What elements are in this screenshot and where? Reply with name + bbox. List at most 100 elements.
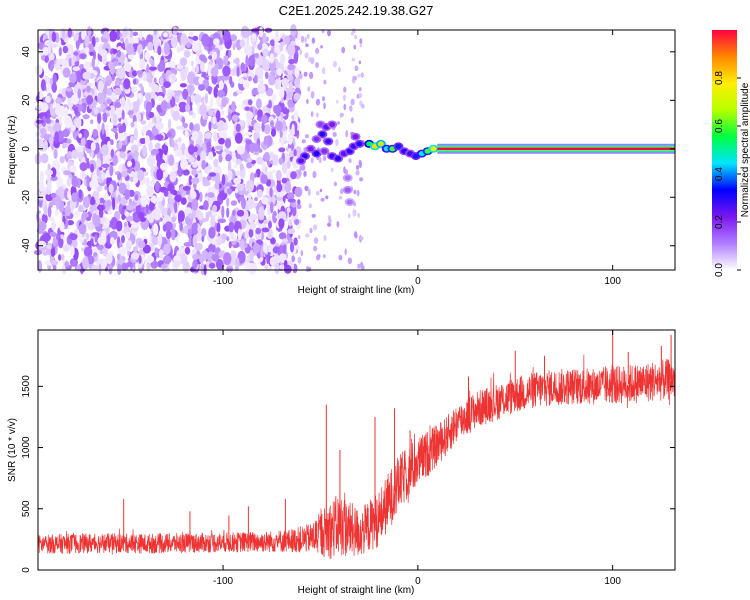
sparse-noise-cell xyxy=(322,254,326,259)
noise-cell xyxy=(108,183,114,194)
noise-cell xyxy=(235,123,241,133)
noise-cell xyxy=(51,260,59,266)
noise-cell xyxy=(253,243,261,254)
noise-cell xyxy=(289,241,295,253)
noise-cell xyxy=(50,61,54,72)
sparse-noise-cell xyxy=(333,181,338,187)
sparse-noise-cell xyxy=(345,129,349,138)
noise-cell xyxy=(97,80,104,93)
sparse-noise-cell xyxy=(357,212,360,218)
noise-cell xyxy=(245,111,254,121)
noise-cell xyxy=(230,200,238,206)
noise-cell xyxy=(236,145,245,155)
y-tick-label: 500 xyxy=(21,500,32,517)
noise-cell xyxy=(40,153,49,164)
noise-cell xyxy=(272,169,276,174)
noise-cell xyxy=(207,192,215,198)
noise-cell xyxy=(207,86,212,95)
noise-cell xyxy=(115,220,123,232)
sparse-noise-cell xyxy=(358,160,362,169)
noise-cell xyxy=(288,81,293,92)
noise-cell xyxy=(163,32,168,38)
noise-cell xyxy=(58,236,64,249)
noise-cell xyxy=(157,45,162,56)
noise-cell xyxy=(95,198,101,205)
noise-cell xyxy=(144,135,150,146)
sparse-noise-cell xyxy=(354,65,359,72)
sparse-noise-cell xyxy=(311,213,316,218)
noise-cell xyxy=(274,61,281,69)
sparse-noise-cell xyxy=(350,117,354,124)
sparse-noise-cell xyxy=(360,72,364,78)
noise-cell xyxy=(61,28,66,41)
noise-cell xyxy=(282,162,288,174)
noise-cell xyxy=(256,189,263,198)
sparse-noise-cell xyxy=(318,156,322,164)
noise-cell xyxy=(87,26,92,36)
noise-cell xyxy=(90,196,95,205)
noise-cell xyxy=(83,128,88,140)
colorbar-tick: 0.8 xyxy=(714,71,741,85)
noise-cell xyxy=(284,152,289,163)
noise-cell xyxy=(191,186,195,197)
noise-cell xyxy=(191,198,199,211)
noise-cell xyxy=(209,97,213,110)
noise-cell xyxy=(133,127,138,141)
noise-cell xyxy=(263,219,268,224)
noise-cell xyxy=(123,78,131,90)
noise-cell xyxy=(168,94,172,100)
snr-frame xyxy=(37,329,676,571)
sparse-noise-cell xyxy=(320,197,325,202)
noise-cell xyxy=(188,237,192,245)
noise-cell xyxy=(233,65,237,77)
noise-cell xyxy=(180,68,187,81)
noise-cell xyxy=(93,86,98,99)
noise-cell xyxy=(100,144,109,156)
noise-cell xyxy=(214,145,224,150)
noise-cell xyxy=(282,244,287,255)
noise-cell xyxy=(154,247,158,255)
sparse-noise-cell xyxy=(327,222,332,227)
signal-point xyxy=(313,151,320,157)
noise-cell xyxy=(214,63,219,70)
noise-cell xyxy=(253,122,261,134)
noise-cell xyxy=(51,31,57,43)
noise-cell xyxy=(96,185,103,192)
noise-cell xyxy=(218,154,223,163)
noise-cell xyxy=(215,259,224,270)
noise-cell xyxy=(133,121,138,129)
noise-cell xyxy=(167,118,172,130)
noise-cell xyxy=(228,169,233,181)
noise-cell xyxy=(162,255,172,265)
noise-cell xyxy=(278,157,284,165)
noise-cell xyxy=(72,66,81,72)
signal-point xyxy=(346,148,353,154)
signal-point xyxy=(395,143,402,149)
noise-cell xyxy=(218,80,224,91)
noise-cell xyxy=(148,202,155,211)
noise-cell xyxy=(291,205,297,217)
noise-cell xyxy=(147,155,156,168)
noise-cell xyxy=(217,89,226,98)
sparse-noise-cell xyxy=(348,158,352,163)
noise-cell xyxy=(153,29,157,36)
noise-cell xyxy=(233,163,239,168)
noise-cell xyxy=(290,171,297,180)
sparse-noise-cell xyxy=(310,157,314,164)
noise-cell xyxy=(38,179,45,192)
noise-cell xyxy=(208,227,216,239)
sparse-noise-cell xyxy=(315,98,321,106)
noise-cell xyxy=(188,31,194,37)
sparse-noise-cell xyxy=(358,92,363,99)
noise-cell xyxy=(274,38,279,50)
noise-cell xyxy=(176,46,181,53)
noise-cell xyxy=(228,241,232,249)
noise-cell xyxy=(63,106,69,119)
y-tick-label: -20 xyxy=(21,190,32,205)
signal-point xyxy=(313,136,320,142)
noise-cell xyxy=(66,177,72,187)
noise-cell xyxy=(187,232,192,239)
signal-point xyxy=(301,153,308,159)
noise-cell xyxy=(125,63,132,72)
noise-cell xyxy=(171,227,176,241)
